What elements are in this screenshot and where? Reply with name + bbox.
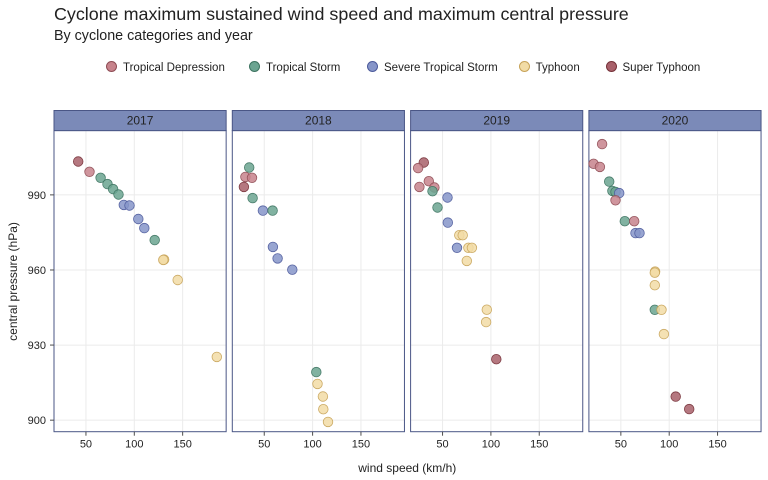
svg-text:100: 100	[303, 439, 321, 451]
svg-text:2019: 2019	[483, 114, 510, 128]
svg-text:50: 50	[258, 439, 270, 451]
svg-text:100: 100	[482, 439, 500, 451]
svg-text:150: 150	[173, 439, 191, 451]
svg-text:900: 900	[28, 415, 46, 427]
svg-text:930: 930	[28, 340, 46, 352]
svg-text:2020: 2020	[662, 114, 689, 128]
svg-text:50: 50	[80, 439, 92, 451]
svg-text:150: 150	[708, 439, 726, 451]
svg-text:50: 50	[436, 439, 448, 451]
svg-text:150: 150	[530, 439, 548, 451]
svg-text:50: 50	[615, 439, 627, 451]
svg-text:2017: 2017	[127, 114, 154, 128]
svg-text:990: 990	[28, 190, 46, 202]
svg-text:960: 960	[28, 265, 46, 277]
svg-text:100: 100	[125, 439, 143, 451]
svg-text:150: 150	[352, 439, 370, 451]
svg-text:2018: 2018	[305, 114, 332, 128]
svg-text:100: 100	[660, 439, 678, 451]
